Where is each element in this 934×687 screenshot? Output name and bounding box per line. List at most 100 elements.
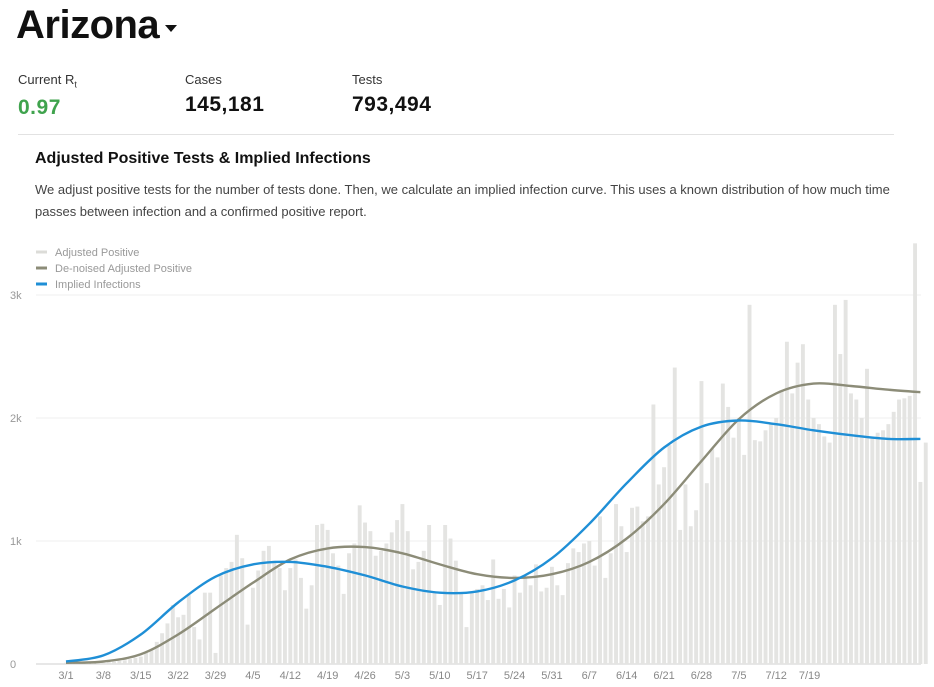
bar xyxy=(795,362,800,664)
bar xyxy=(736,418,741,664)
bar xyxy=(694,510,699,664)
x-tick-label: 3/29 xyxy=(205,670,226,682)
bar xyxy=(170,604,175,664)
state-selector[interactable]: Arizona xyxy=(16,2,178,48)
bar xyxy=(849,393,853,664)
bar xyxy=(731,437,736,664)
bar xyxy=(122,660,127,664)
bar xyxy=(640,521,645,664)
bar xyxy=(843,299,848,664)
bar xyxy=(747,304,752,664)
bar xyxy=(101,662,106,664)
y-tick-label: 2k xyxy=(10,413,22,425)
denoised-line xyxy=(65,382,921,664)
x-tick-label: 5/24 xyxy=(504,670,525,682)
bar xyxy=(501,588,506,664)
bar xyxy=(822,436,827,664)
bar xyxy=(208,592,213,664)
bar xyxy=(64,662,68,664)
bar xyxy=(865,368,869,664)
bar xyxy=(779,390,784,664)
bar xyxy=(592,565,597,664)
bar xyxy=(261,550,266,664)
bar xyxy=(533,564,538,664)
bar xyxy=(806,399,811,664)
bar xyxy=(277,568,282,664)
bar xyxy=(881,430,885,664)
bar xyxy=(395,520,400,664)
bar xyxy=(704,483,709,664)
x-tick-label: 6/14 xyxy=(616,670,637,682)
bar xyxy=(587,541,592,664)
bar xyxy=(614,504,618,664)
bar xyxy=(234,534,239,664)
x-tick-label: 5/17 xyxy=(466,670,487,682)
bar xyxy=(464,627,469,664)
rt-label-main: Current R xyxy=(18,72,75,87)
bar xyxy=(512,575,517,664)
bar xyxy=(213,652,218,664)
y-tick-label: 0 xyxy=(10,659,16,671)
bar xyxy=(539,591,544,664)
bar xyxy=(411,569,416,664)
bar xyxy=(400,504,405,664)
bar xyxy=(154,641,159,664)
bar xyxy=(149,649,154,664)
bar xyxy=(218,575,223,664)
bar xyxy=(768,424,773,664)
bar xyxy=(432,591,437,664)
bar xyxy=(902,398,907,664)
bar xyxy=(752,440,757,664)
caret-down-icon[interactable] xyxy=(165,24,178,32)
bar xyxy=(416,561,421,664)
bar xyxy=(672,367,677,664)
state-title: Arizona xyxy=(16,3,160,47)
stat-tests: Tests 793,494 xyxy=(352,72,431,117)
x-tick-label: 4/12 xyxy=(280,670,301,682)
bar xyxy=(106,662,111,664)
rt-label-sub: t xyxy=(74,79,77,90)
x-tick-label: 6/21 xyxy=(653,670,674,682)
bar xyxy=(405,531,410,664)
bar xyxy=(662,467,667,664)
bar xyxy=(496,598,501,664)
x-tick-label: 7/19 xyxy=(799,670,820,682)
tests-label: Tests xyxy=(352,72,383,87)
bar xyxy=(683,484,688,664)
bar xyxy=(688,526,693,664)
bar xyxy=(368,531,373,664)
bar xyxy=(774,418,779,664)
bar xyxy=(710,448,715,664)
bar xyxy=(913,243,918,664)
rt-value: 0.97 xyxy=(18,95,61,119)
implied-infections-line xyxy=(65,419,921,663)
bar xyxy=(667,445,672,664)
bar xyxy=(384,543,389,664)
bar xyxy=(475,588,480,664)
bar xyxy=(160,633,165,664)
bar xyxy=(598,516,602,664)
bar xyxy=(448,538,453,664)
bar xyxy=(181,614,186,664)
bar xyxy=(811,418,816,664)
bar xyxy=(485,600,490,664)
bar xyxy=(250,587,255,664)
bar xyxy=(624,552,629,664)
x-tick-label: 3/1 xyxy=(58,670,73,682)
bar xyxy=(656,484,661,664)
bar xyxy=(608,553,613,664)
bar xyxy=(678,529,683,664)
cases-value: 145,181 xyxy=(185,93,265,116)
bar xyxy=(144,652,149,664)
bar xyxy=(272,560,277,664)
stat-rt: Current Rt 0.97 xyxy=(18,72,77,120)
bar xyxy=(800,344,805,664)
bar xyxy=(309,585,314,664)
bar xyxy=(560,595,565,664)
bar xyxy=(341,593,346,664)
rt-label: Current Rt xyxy=(18,72,77,90)
bar xyxy=(282,590,287,664)
bar xyxy=(507,607,512,664)
bar xyxy=(576,552,581,664)
bar xyxy=(784,341,789,664)
